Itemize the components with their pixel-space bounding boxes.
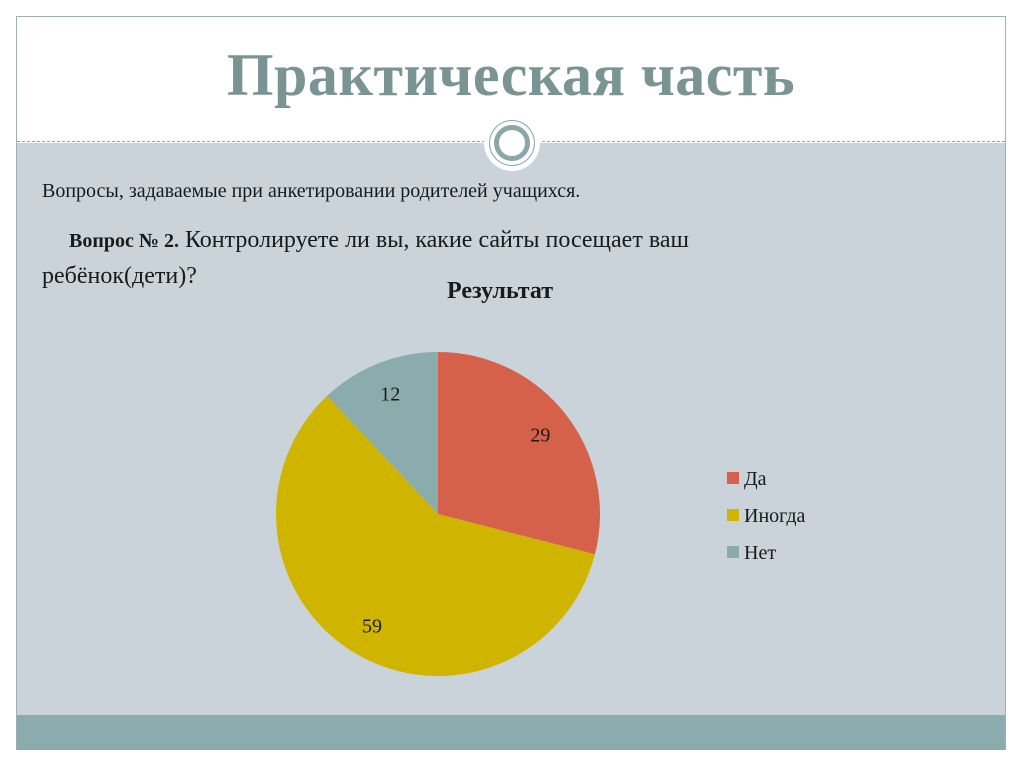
question-label: Вопрос № 2. [69, 230, 179, 252]
question-body: Контролируете ли вы, какие сайты посещае… [42, 227, 689, 289]
footer-band [17, 715, 1005, 750]
survey-subtitle: Вопросы, задаваемые при анкетировании ро… [42, 180, 581, 202]
ornament-outer-ring [489, 120, 535, 166]
chart-title: Результат [446, 278, 554, 304]
ornament-inner-ring [494, 125, 530, 161]
slide-title: Практическая часть [226, 42, 796, 108]
question-text: Вопрос № 2. Контролируете ли вы, какие с… [42, 223, 842, 294]
circle-ornament-icon [484, 115, 540, 171]
